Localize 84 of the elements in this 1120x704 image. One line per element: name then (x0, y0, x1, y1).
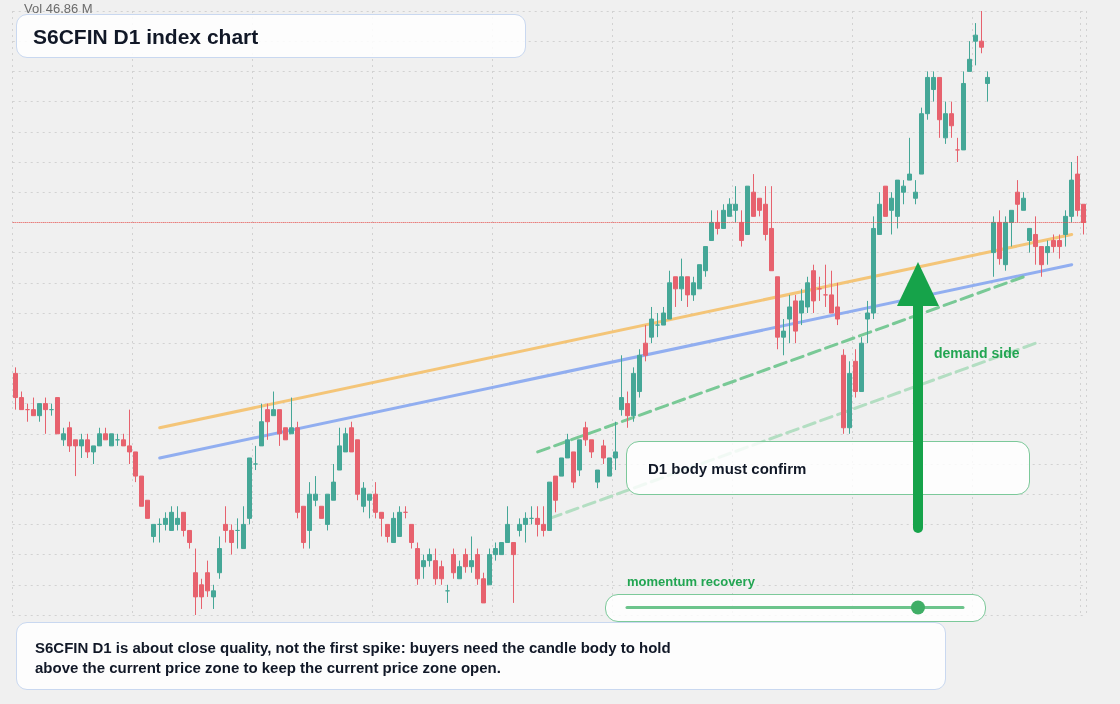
candlestick (253, 445, 258, 471)
candlestick (115, 433, 120, 447)
text-card: S6CFIN D1 is about close quality, not the first spike: buyers need the candle body to hold above the current price zone to keep the current price zone open. (16, 622, 946, 690)
candlestick (1027, 227, 1032, 254)
candlestick (979, 10, 984, 54)
candlestick (85, 433, 90, 459)
candlestick (595, 469, 600, 489)
candlestick (259, 403, 264, 447)
candlestick (619, 354, 624, 417)
candlestick (775, 276, 780, 350)
candlestick (211, 584, 216, 610)
candlestick (217, 535, 222, 580)
candlestick (445, 584, 450, 604)
candlestick (415, 542, 420, 586)
candlestick (973, 22, 978, 66)
candlestick (451, 548, 456, 580)
candlestick (883, 185, 888, 217)
candlestick (247, 457, 252, 525)
candlestick (949, 101, 954, 139)
candlestick (385, 523, 390, 544)
candlestick (859, 336, 864, 393)
candlestick (61, 427, 66, 447)
candlestick (1003, 215, 1008, 272)
candlestick (853, 348, 858, 399)
candlestick (997, 209, 1002, 266)
candlestick (109, 433, 114, 447)
candlestick (457, 560, 462, 580)
candlestick (409, 523, 414, 550)
annotation: Vol 46.86 M (24, 1, 93, 16)
candlestick (715, 209, 720, 235)
candlestick (817, 276, 822, 302)
candlestick (265, 403, 270, 441)
candlestick (463, 548, 468, 574)
candlestick (1009, 209, 1014, 248)
candlestick (967, 40, 972, 72)
candlestick (961, 70, 966, 151)
candlestick (745, 185, 750, 235)
candlestick (913, 179, 918, 205)
candlestick (49, 403, 54, 417)
candlestick (1021, 191, 1026, 211)
annotation: demand side (934, 345, 1020, 361)
candlestick (571, 451, 576, 489)
candlestick (319, 505, 324, 519)
candlestick (289, 397, 294, 435)
candlestick (679, 258, 684, 302)
candlestick (529, 505, 534, 525)
candlestick (577, 439, 582, 477)
candlestick (1045, 240, 1050, 266)
text-card: D1 body must confirm (626, 441, 1030, 495)
candlestick (811, 264, 816, 314)
candlestick (841, 348, 846, 435)
candlestick (553, 475, 558, 513)
candlestick (511, 542, 516, 604)
candlestick (601, 439, 606, 465)
candlestick (673, 276, 678, 308)
candlestick (709, 209, 714, 242)
candlestick (43, 397, 48, 435)
candlestick (943, 101, 948, 145)
candlestick (739, 209, 744, 248)
candlestick (793, 294, 798, 344)
candlestick (985, 70, 990, 103)
annotation: momentum recovery (627, 574, 755, 589)
candlestick (643, 324, 648, 362)
candlestick (787, 294, 792, 344)
candlestick (781, 318, 786, 356)
candlestick (685, 276, 690, 308)
candlestick (937, 76, 942, 139)
candlestick (907, 137, 912, 181)
candlestick (403, 505, 408, 519)
candlestick (469, 535, 474, 574)
candlestick (991, 215, 996, 278)
candlestick (547, 481, 552, 531)
candlestick (625, 391, 630, 429)
candlestick (955, 137, 960, 163)
text-card: S6CFIN D1 index chart (16, 14, 526, 58)
candlestick (649, 306, 654, 344)
candlestick (271, 391, 276, 417)
candlestick (1015, 179, 1020, 223)
candlestick (55, 397, 60, 435)
candlestick (37, 403, 42, 423)
candlestick (847, 360, 852, 435)
candlestick (79, 433, 84, 459)
candlestick (103, 427, 108, 441)
candlestick (151, 523, 156, 544)
